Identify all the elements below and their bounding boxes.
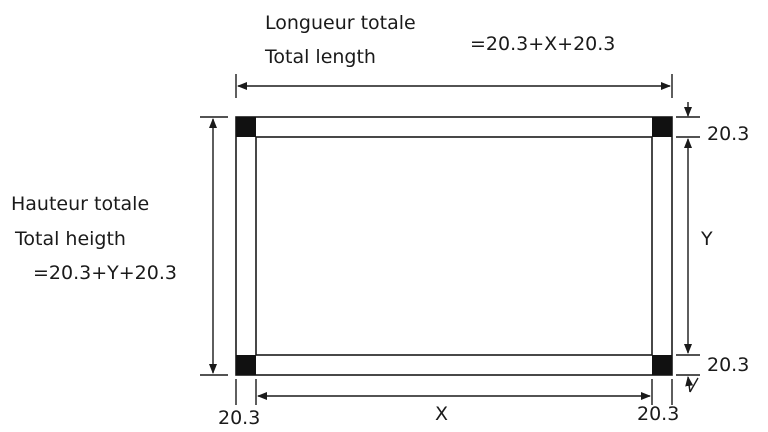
y-dimension-label: Y — [700, 228, 713, 250]
corner-block-top-left — [236, 117, 256, 137]
inner-frame — [255, 136, 653, 356]
top-label-french: Longueur totale — [265, 12, 416, 34]
bottom-left-dimension-label: 20.3 — [218, 407, 260, 429]
right-bottom-leader — [689, 377, 699, 393]
corner-block-bottom-left — [236, 355, 256, 375]
left-formula: =20.3+Y+20.3 — [33, 262, 177, 284]
right-top-dimension-label: 20.3 — [707, 123, 749, 145]
corner-block-top-right — [652, 117, 672, 137]
right-bottom-arrow-up — [685, 376, 694, 393]
top-label-english: Total length — [264, 46, 376, 68]
corner-block-bottom-right — [652, 355, 672, 375]
outer-frame — [235, 116, 673, 376]
x-dimension-label: X — [435, 403, 448, 425]
right-bottom-dimension-label: 20.3 — [707, 354, 749, 376]
top-formula: =20.3+X+20.3 — [470, 33, 615, 55]
left-label-french: Hauteur totale — [11, 193, 149, 215]
bottom-right-dimension-label: 20.3 — [637, 403, 679, 425]
left-label-english: Total heigth — [14, 228, 126, 250]
